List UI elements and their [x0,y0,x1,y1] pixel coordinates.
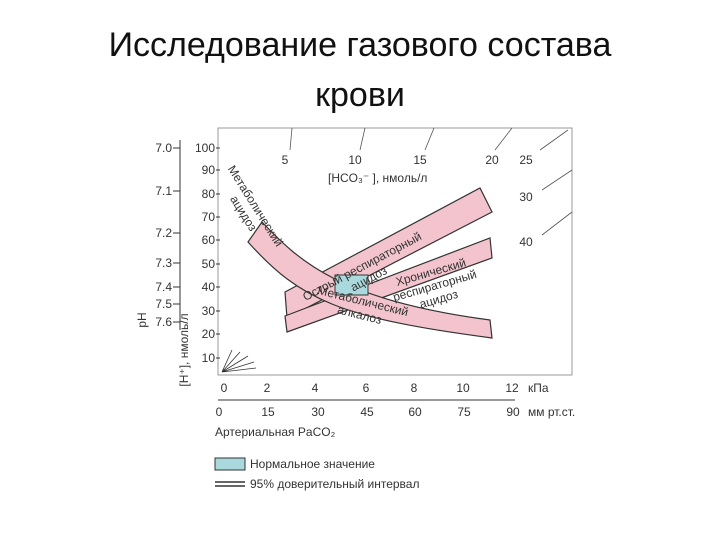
h-tick-label: 100 [195,141,215,155]
plot-frame [217,127,573,376]
hco3-tick-label: 5 [282,153,289,167]
mm-tick-label: 60 [408,405,422,419]
kpa-tick-label: 10 [456,381,470,395]
kpa-tick-label: 0 [221,381,228,395]
h-tick-label: 60 [202,233,216,247]
hco3-tick-label: 30 [519,190,533,204]
h-tick-label: 40 [202,280,216,294]
hco3-tick-label: 15 [413,153,427,167]
mm-tick-label: 90 [506,405,520,419]
ph-tick-label: 7.1 [155,184,172,198]
legend-label: Нормальное значение [250,457,375,471]
kpa-tick-label: 12 [505,381,519,395]
mm-tick-label: 75 [457,405,471,419]
ph-tick-label: 7.0 [155,141,172,155]
ph-tick-label: 7.4 [155,280,172,294]
hco3-tick-label: 25 [519,153,533,167]
kpa-unit: кПа [528,381,549,395]
ph-tick-label: 7.2 [155,226,172,240]
h-tick-label: 90 [202,163,216,177]
mm-tick-label: 0 [216,405,223,419]
chronic-band [284,237,493,333]
mm-tick-label: 30 [311,405,325,419]
h-label: [H⁺], нмоль/л [177,313,191,386]
metabolic-band [247,221,493,339]
mm-tick-label: 45 [360,405,374,419]
normal-box [334,274,369,296]
kpa-tick-label: 2 [264,381,271,395]
title-line: крови [315,76,405,114]
ph-tick-label: 7.3 [155,256,172,270]
x-axis-label: Артериальная PaCO₂ [215,425,336,439]
h-tick-label: 10 [202,351,216,365]
mm-unit: мм рт.ст. [528,405,575,419]
fan [221,349,257,373]
kpa-tick-label: 4 [312,381,319,395]
hco3-isolines [289,127,573,236]
ph-label: pH [135,312,149,327]
h-tick-label: 80 [202,187,216,201]
title-line: Исследование газового состава [109,26,612,64]
nomogram [217,127,573,376]
ph-tick-label: 7.6 [155,315,172,329]
hco3-tick-label: 40 [519,235,533,249]
h-tick-label: 70 [202,210,216,224]
ph-tick-label: 7.5 [155,297,172,311]
hco3-label: [HCO₃⁻ ], нмоль/л [328,171,427,185]
h-tick-label: 50 [202,257,216,271]
hco3-tick-label: 20 [485,153,499,167]
mm-tick-label: 15 [261,405,275,419]
kpa-tick-label: 8 [411,381,418,395]
legend-swatch [214,457,246,471]
h-tick-label: 30 [202,304,216,318]
hco3-tick-label: 10 [348,153,362,167]
legend-label: 95% доверительный интервал [250,477,419,491]
kpa-tick-label: 6 [363,381,370,395]
h-tick-label: 20 [202,327,216,341]
